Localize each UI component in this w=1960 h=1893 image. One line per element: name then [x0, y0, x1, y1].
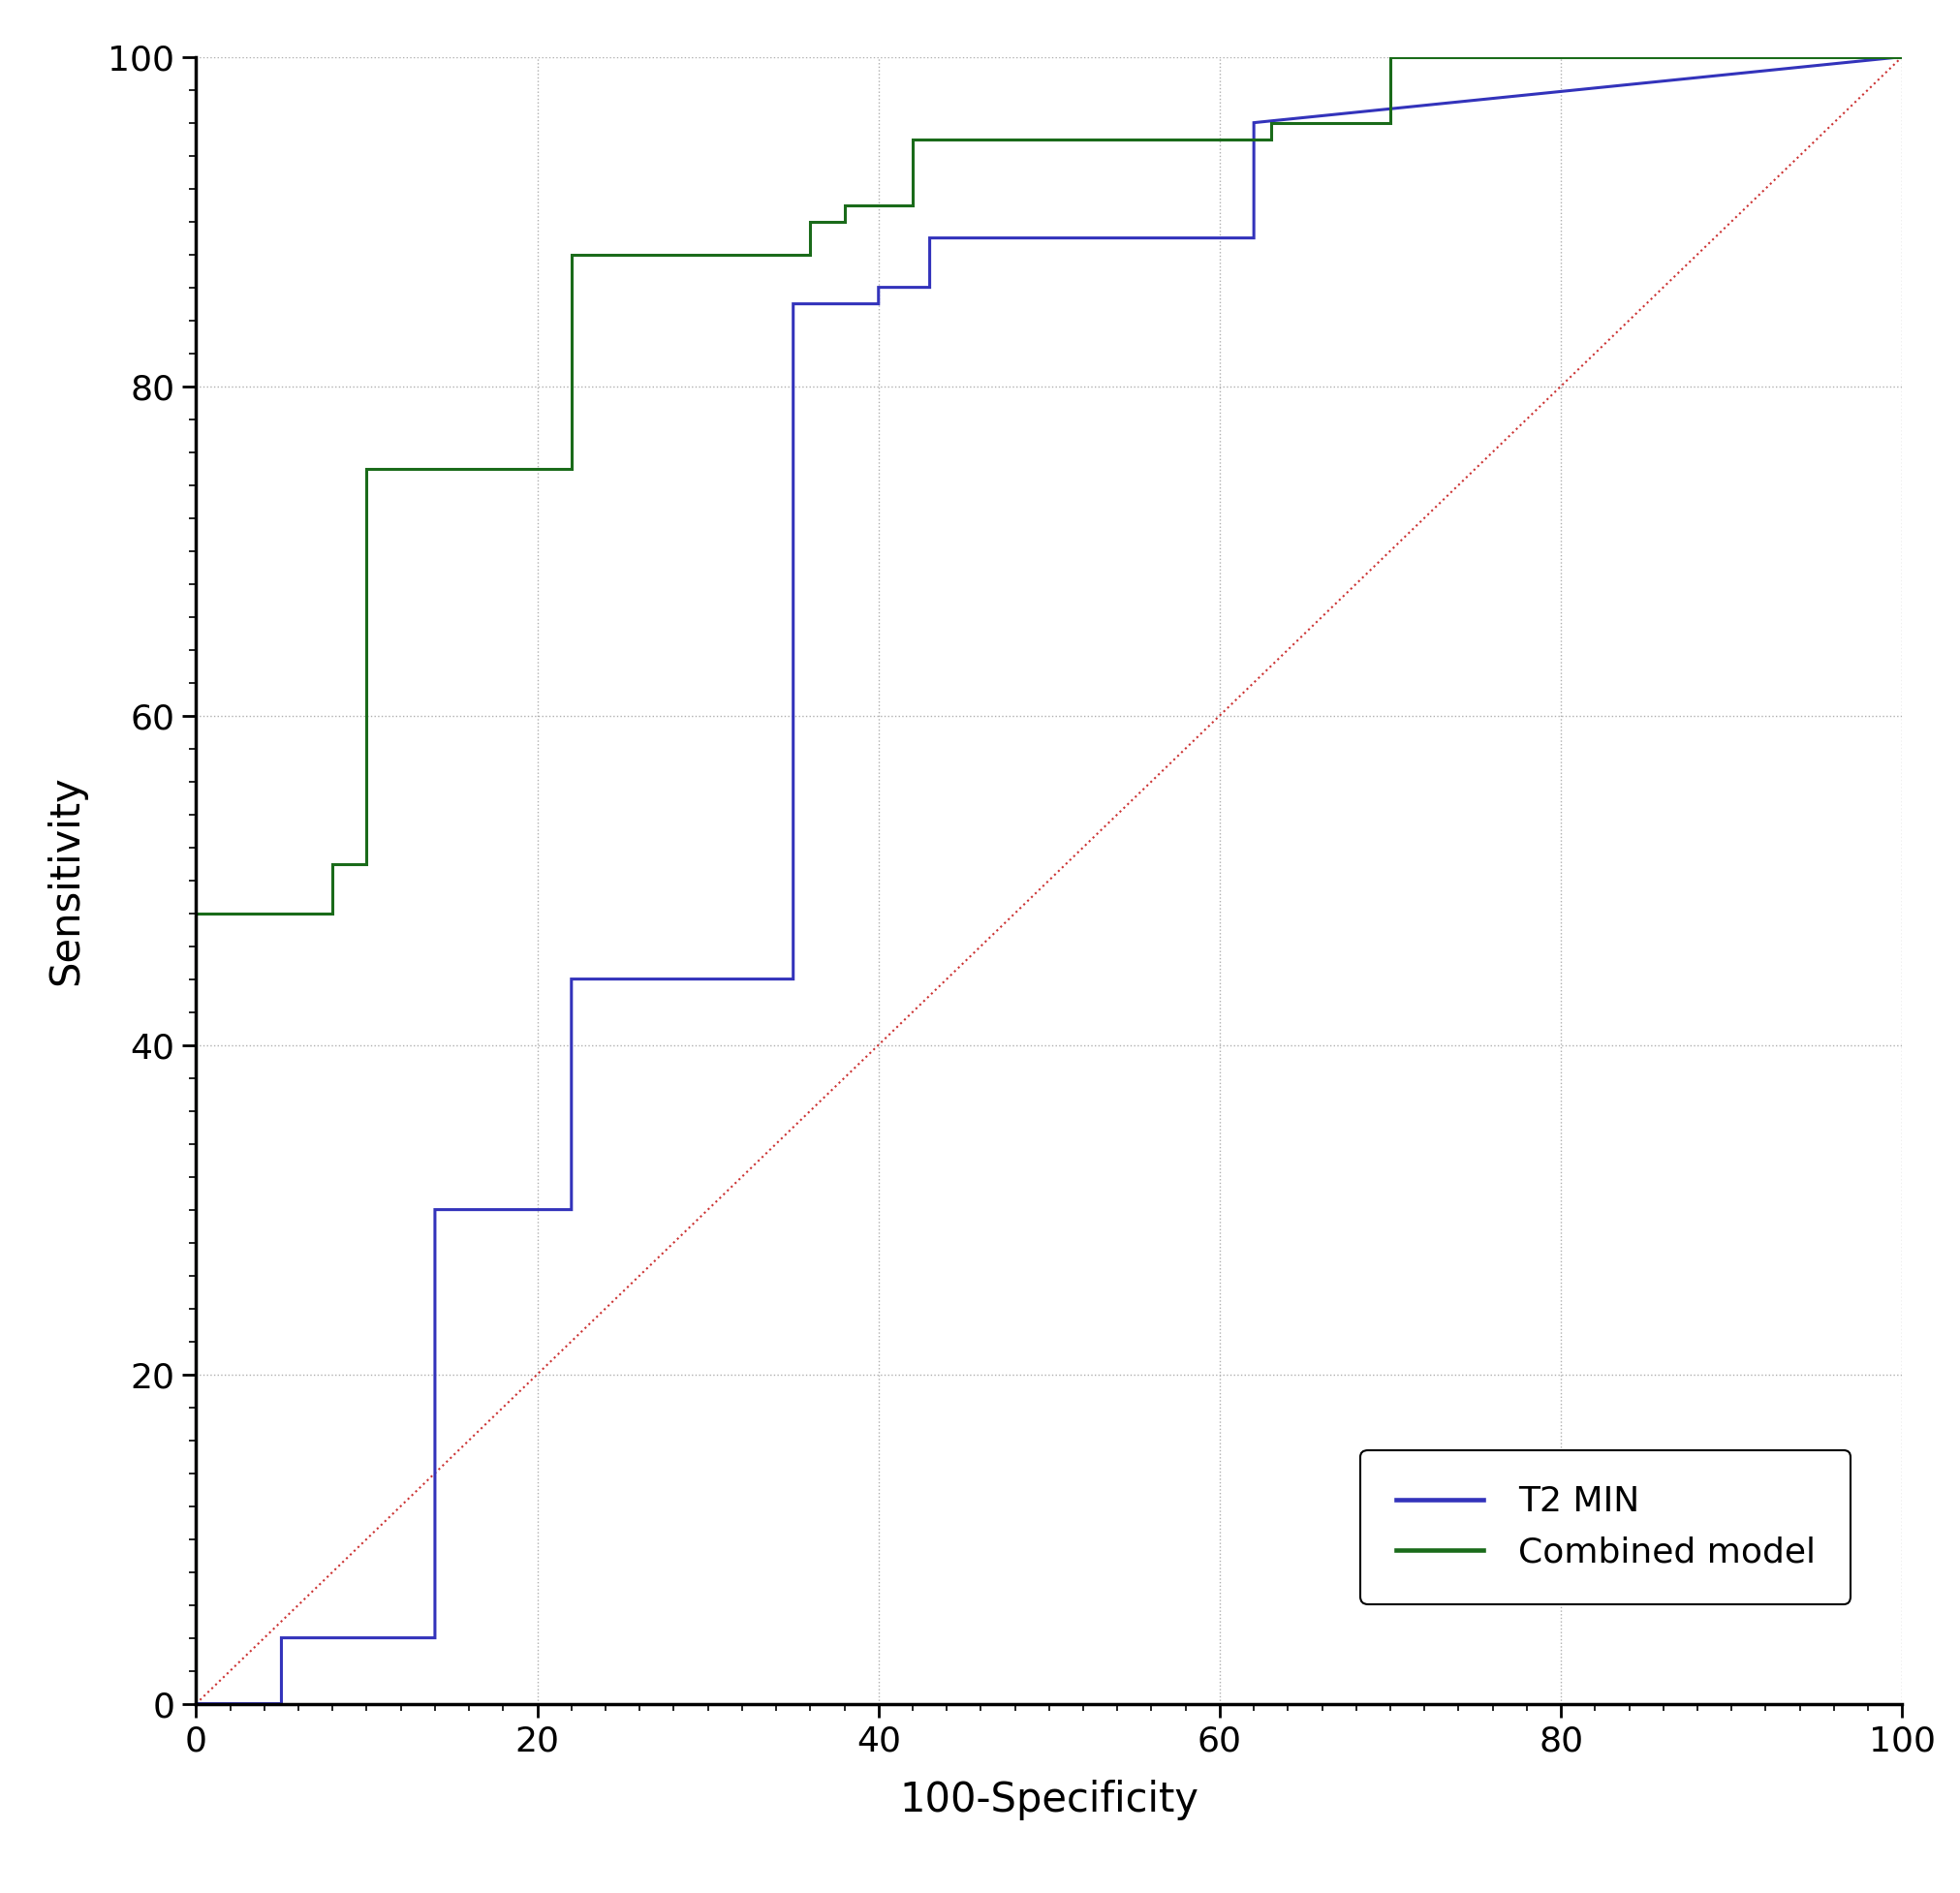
- Y-axis label: Sensitivity: Sensitivity: [45, 776, 86, 984]
- Legend: T2 MIN, Combined model: T2 MIN, Combined model: [1360, 1450, 1850, 1603]
- X-axis label: 100-Specificity: 100-Specificity: [900, 1779, 1198, 1821]
